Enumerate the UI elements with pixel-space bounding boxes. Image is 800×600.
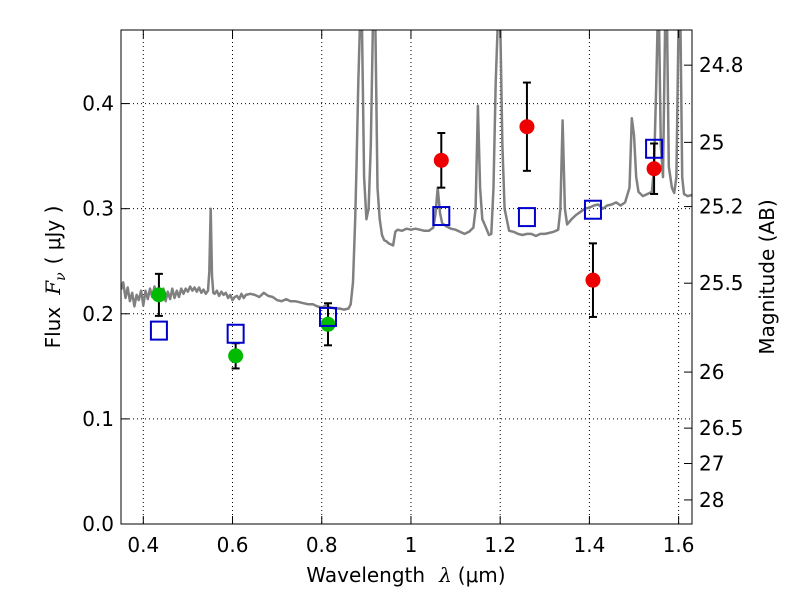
plot-frame (120, 29, 693, 525)
data-point (585, 272, 601, 288)
x-axis-label-text: Wavelength (306, 563, 425, 587)
y2-tick-label: 27 (699, 452, 724, 476)
spectrum-line (121, 30, 692, 311)
photometry-markers (149, 81, 664, 370)
model-point (226, 323, 245, 344)
y-tick-label: 0.3 (82, 197, 114, 221)
data-point (151, 287, 167, 303)
x-tick-label: 1 (405, 533, 418, 557)
y2-tick-label: 25 (699, 130, 724, 154)
y-tick-label: 0.2 (82, 302, 114, 326)
y-axis-label-subscript: ν (53, 272, 69, 281)
x-tick-label: 1.6 (663, 533, 695, 557)
x-axis-label: Wavelength λ (μm) (306, 563, 505, 587)
spectrum-series (121, 30, 692, 311)
model-point (583, 199, 602, 220)
x-axis-label-symbol: λ (438, 563, 452, 587)
y2-tick-label: 24.8 (699, 53, 744, 77)
y2-tick-label: 28 (699, 488, 724, 512)
y2-tick-label: 25.5 (699, 271, 744, 295)
y2-tick-label: 26 (699, 360, 724, 384)
y-tick-label: 0.0 (82, 512, 114, 536)
x-tick-label: 1.2 (484, 533, 516, 557)
y-axis-label-symbol: F (41, 280, 65, 296)
y2-tick-label: 25.2 (699, 195, 744, 219)
data-point (228, 348, 244, 364)
y2-axis-label: Magnitude (AB) (755, 199, 779, 354)
x-tick-label: 0.6 (217, 533, 249, 557)
data-point (320, 316, 336, 332)
x-tick-label: 0.4 (127, 533, 159, 557)
axis-ticks: 0.4 0.6 0.8 1 1.2 1.4 1.6 0.0 0.1 0.2 0.3 0.4 24.8 25… (82, 30, 744, 557)
y-axis-label: Flux Fν ( μJy ) (41, 206, 69, 349)
y-tick-label: 0.1 (82, 407, 114, 431)
model-point (432, 206, 451, 227)
data-point (519, 119, 535, 135)
data-point (433, 152, 449, 168)
model-point (318, 306, 337, 327)
model-point (517, 207, 536, 228)
y2-tick-label: 26.5 (699, 416, 744, 440)
y-axis-label-text: Flux (41, 307, 65, 349)
data-point (646, 161, 662, 177)
x-axis-label-unit: (μm) (458, 563, 506, 587)
grid (121, 30, 692, 524)
model-point (645, 138, 664, 159)
y-axis-label-unit: ( μJy ) (41, 206, 65, 265)
x-tick-label: 1.4 (573, 533, 605, 557)
x-tick-label: 0.8 (306, 533, 338, 557)
y-tick-label: 0.4 (82, 92, 114, 116)
model-point (149, 320, 168, 341)
